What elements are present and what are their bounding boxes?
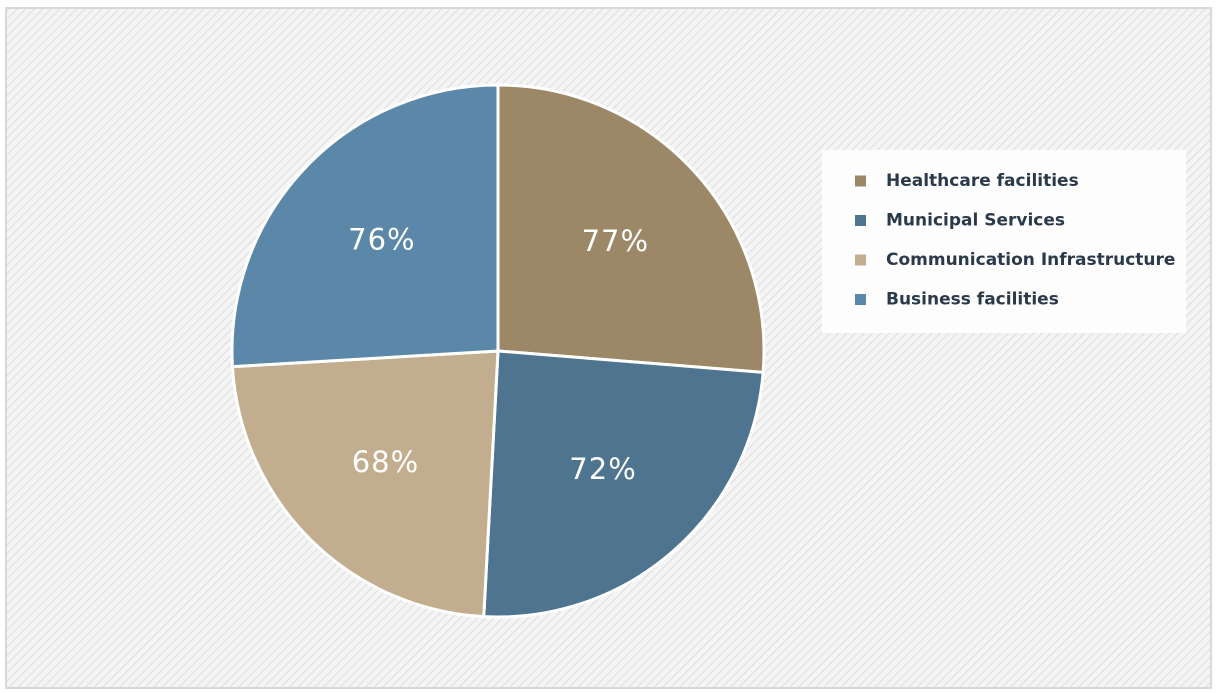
legend-label: Communication Infrastructure	[886, 250, 1175, 270]
legend-label: Municipal Services	[886, 211, 1065, 231]
legend-swatch	[855, 215, 866, 226]
pie-slice	[230, 83, 500, 369]
legend-label: Healthcare facilities	[886, 171, 1079, 191]
data-label: 76%	[348, 223, 415, 257]
pie-slice	[482, 349, 765, 619]
legend-swatch	[855, 175, 866, 187]
pie-slice	[496, 83, 766, 374]
pie-slice	[230, 349, 500, 619]
data-label: 72%	[569, 452, 636, 486]
data-label: 68%	[352, 445, 419, 479]
legend-swatch	[855, 254, 866, 266]
legend-box	[822, 150, 1186, 333]
legend-swatch	[855, 294, 866, 305]
data-label: 77%	[582, 224, 649, 258]
legend-label: Business facilities	[886, 290, 1059, 310]
